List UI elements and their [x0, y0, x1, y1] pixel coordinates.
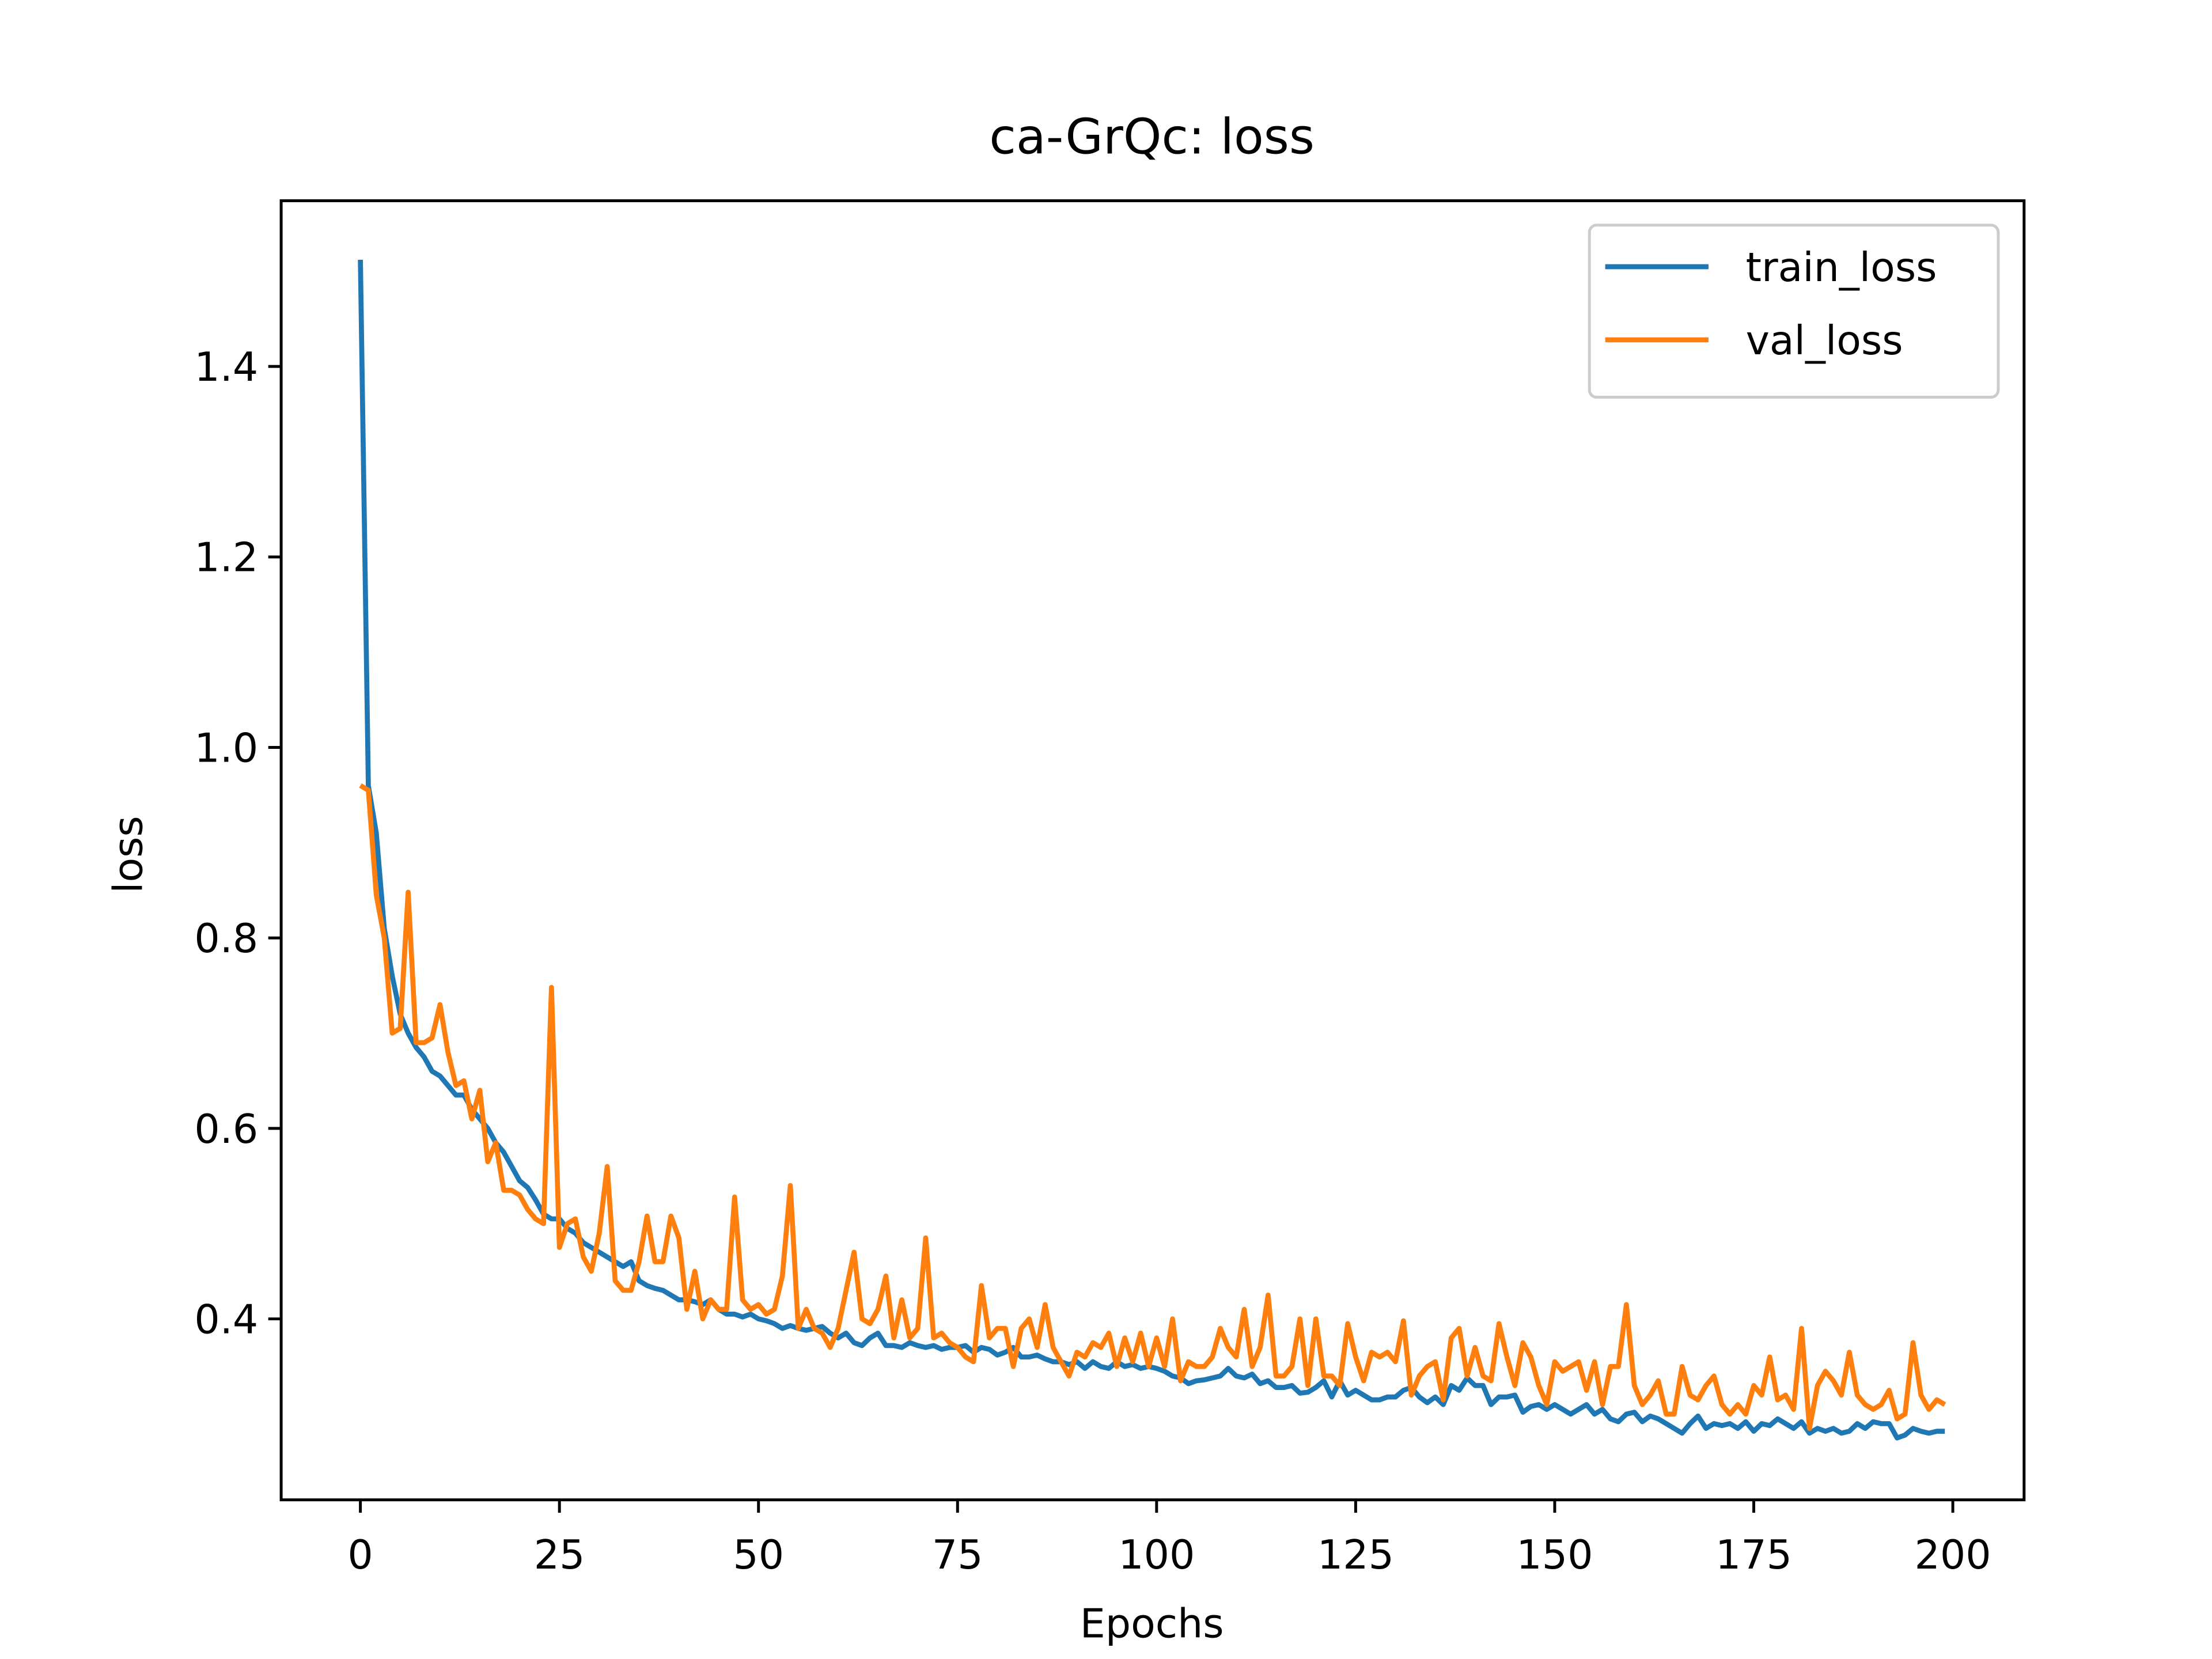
y-tick-label: 1.2	[194, 535, 258, 581]
y-axis-label: loss	[105, 816, 152, 893]
x-tick-label: 0	[347, 1532, 373, 1578]
legend-label: val_loss	[1746, 317, 1903, 364]
x-tick-label: 100	[1118, 1532, 1195, 1578]
x-tick-label: 50	[733, 1532, 784, 1578]
legend-label: train_loss	[1746, 244, 1937, 291]
x-tick-label: 125	[1317, 1532, 1394, 1578]
series-line	[359, 783, 1946, 1431]
x-axis-label: Epochs	[1080, 1601, 1224, 1647]
y-tick-label: 0.8	[194, 915, 258, 962]
x-tick-label: 75	[932, 1532, 983, 1578]
series-line	[358, 259, 1945, 1441]
y-tick-label: 1.4	[194, 344, 258, 391]
plot-frame	[279, 199, 2026, 1502]
x-tick-label: 200	[1915, 1532, 1991, 1578]
y-tick-label: 0.4	[194, 1296, 258, 1343]
chart-title: ca-GrQc: loss	[989, 108, 1315, 165]
x-tick-label: 150	[1516, 1532, 1593, 1578]
x-tick-label: 25	[534, 1532, 585, 1578]
y-tick-label: 0.6	[194, 1106, 258, 1153]
y-tick-label: 1.0	[194, 725, 258, 771]
x-tick-label: 175	[1715, 1532, 1792, 1578]
